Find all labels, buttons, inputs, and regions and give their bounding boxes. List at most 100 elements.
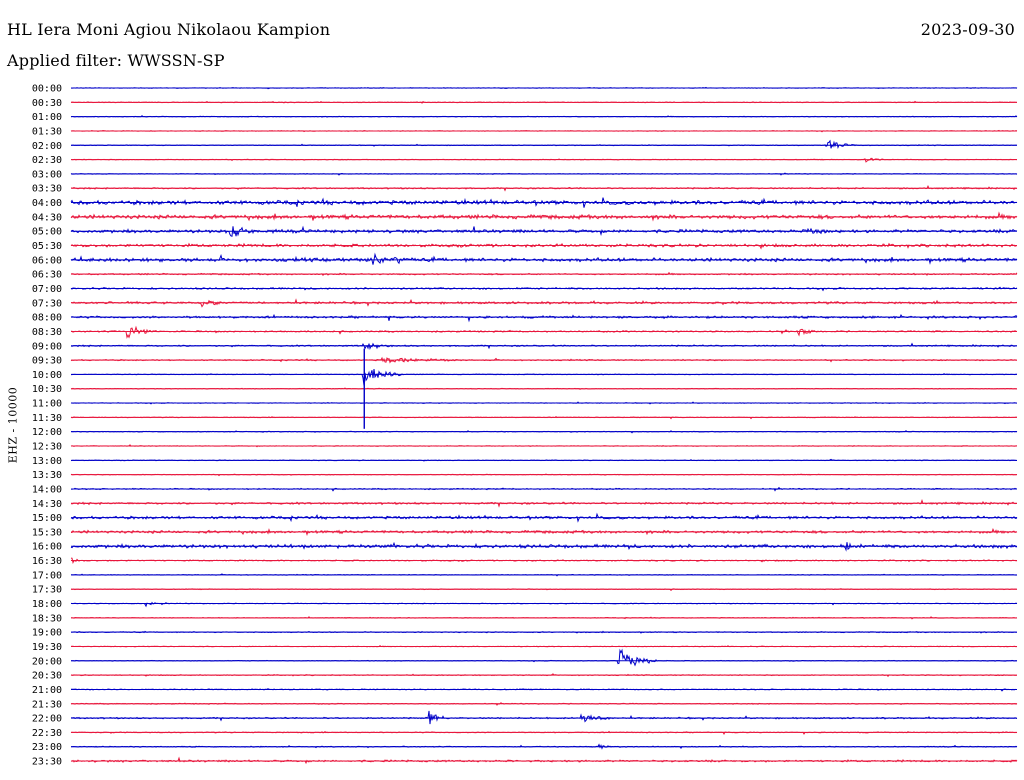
time-tick-label: 16:00 — [32, 542, 62, 553]
seismic-trace — [70, 271, 1018, 277]
time-tick-label: 15:00 — [32, 513, 62, 524]
seismic-trace — [70, 172, 1018, 176]
time-tick-label: 23:00 — [32, 742, 62, 753]
seismic-trace — [70, 473, 1018, 477]
seismic-trace — [70, 416, 1018, 420]
time-tick-label: 22:00 — [32, 714, 62, 725]
seismic-trace — [70, 601, 1018, 608]
time-tick-label: 01:30 — [32, 126, 62, 137]
time-tick-label: 05:00 — [32, 227, 62, 238]
seismic-trace — [70, 184, 1018, 192]
time-tick-label: 00:30 — [32, 98, 62, 109]
seismic-trace — [70, 139, 1018, 149]
time-tick-label: 03:30 — [32, 184, 62, 195]
seismic-trace — [70, 342, 1018, 351]
time-tick-label: 06:30 — [32, 270, 62, 281]
time-tick-label: 14:30 — [32, 499, 62, 510]
time-tick-label: 18:30 — [32, 613, 62, 624]
seismic-trace — [70, 588, 1018, 591]
seismic-trace — [70, 756, 1018, 765]
seismic-trace — [70, 313, 1018, 323]
seismic-trace — [70, 86, 1018, 90]
seismic-trace — [70, 157, 1018, 163]
time-tick-label: 17:00 — [32, 570, 62, 581]
time-tick-label: 06:00 — [32, 255, 62, 266]
time-tick-label: 19:30 — [32, 642, 62, 653]
time-tick-label: 04:00 — [32, 198, 62, 209]
seismic-trace — [70, 100, 1018, 104]
seismic-trace — [70, 242, 1018, 250]
time-tick-label: 08:00 — [32, 313, 62, 324]
seismic-trace — [70, 648, 1018, 667]
time-tick-label: 07:30 — [32, 298, 62, 309]
seismic-trace — [70, 616, 1018, 620]
time-tick-label: 11:00 — [32, 399, 62, 410]
seismic-trace — [70, 528, 1018, 536]
time-tick-label: 13:30 — [32, 470, 62, 481]
seismic-trace — [70, 512, 1018, 523]
seismic-trace — [70, 541, 1018, 552]
time-tick-label: 17:30 — [32, 585, 62, 596]
seismic-trace — [70, 356, 1018, 364]
time-tick-label: 10:00 — [32, 370, 62, 381]
seismic-trace — [70, 645, 1018, 648]
seismic-trace — [70, 401, 1018, 405]
seismic-trace — [70, 252, 1018, 265]
time-tick-label: 21:30 — [32, 699, 62, 710]
time-tick-label: 10:30 — [32, 384, 62, 395]
time-tick-label: 20:30 — [32, 671, 62, 682]
seismic-trace — [70, 458, 1018, 462]
time-tick-label: 21:00 — [32, 685, 62, 696]
seismic-trace — [70, 114, 1018, 118]
time-tick-label: 00:00 — [32, 84, 62, 95]
time-tick-label: 15:30 — [32, 527, 62, 538]
time-tick-label: 11:30 — [32, 413, 62, 424]
seismic-trace — [70, 225, 1018, 237]
seismic-trace — [70, 498, 1018, 508]
time-tick-label: 03:00 — [32, 169, 62, 180]
time-tick-label: 18:00 — [32, 599, 62, 610]
seismic-trace — [70, 573, 1018, 577]
seismic-trace — [70, 444, 1018, 448]
filter-label: Applied filter: WWSSN-SP — [7, 51, 225, 70]
seismic-trace — [70, 387, 1018, 390]
time-tick-label: 16:30 — [32, 556, 62, 567]
seismic-trace — [70, 688, 1018, 692]
time-tick-label: 05:30 — [32, 241, 62, 252]
time-tick-label: 22:30 — [32, 728, 62, 739]
seismic-trace — [70, 730, 1018, 736]
date-label: 2023-09-30 — [920, 20, 1015, 39]
time-tick-label: 12:00 — [32, 427, 62, 438]
time-tick-label: 09:00 — [32, 341, 62, 352]
time-tick-label: 12:30 — [32, 442, 62, 453]
seismic-trace — [70, 286, 1018, 292]
time-tick-label: 09:30 — [32, 356, 62, 367]
time-tick-label: 20:00 — [32, 656, 62, 667]
time-tick-label: 02:30 — [32, 155, 62, 166]
time-tick-label: 14:00 — [32, 484, 62, 495]
seismic-trace — [70, 211, 1018, 222]
seismic-trace — [70, 743, 1018, 750]
seismic-trace — [70, 430, 1018, 434]
time-tick-label: 04:30 — [32, 212, 62, 223]
time-tick-label: 13:00 — [32, 456, 62, 467]
time-tick-label: 08:30 — [32, 327, 62, 338]
seismic-trace — [70, 325, 1018, 339]
seismic-trace — [70, 557, 1018, 564]
seismic-trace — [70, 702, 1018, 706]
station-title: HL Iera Moni Agiou Nikolaou Kampion — [7, 20, 331, 39]
time-tick-label: 02:00 — [32, 141, 62, 152]
time-tick-label: 01:00 — [32, 112, 62, 123]
seismic-trace — [70, 710, 1018, 725]
seismic-trace — [70, 298, 1018, 308]
time-tick-label: 19:00 — [32, 628, 62, 639]
seismic-trace — [70, 630, 1018, 634]
time-tick-label: 23:30 — [32, 757, 62, 768]
seismic-trace — [70, 673, 1018, 678]
seismic-trace — [70, 486, 1018, 492]
seismic-trace — [70, 197, 1018, 208]
time-tick-label: 07:00 — [32, 284, 62, 295]
seismic-trace — [70, 129, 1018, 133]
seismic-trace — [70, 369, 1018, 386]
